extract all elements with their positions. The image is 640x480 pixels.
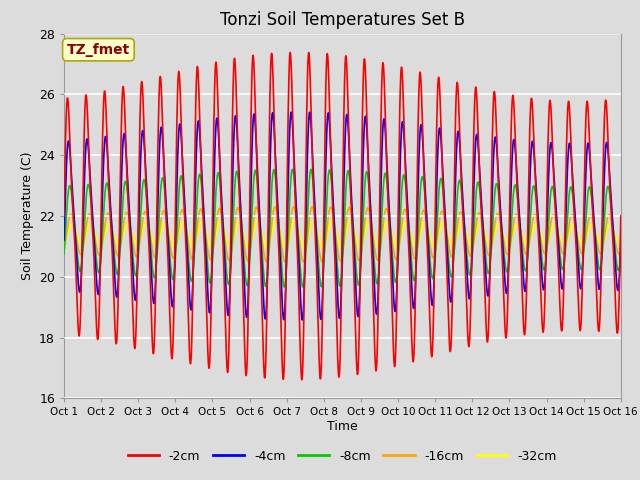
-2cm [325, 79, 333, 84]
Line: -4cm: -4cm [64, 112, 621, 320]
-16cm [325, 210, 333, 216]
Legend: -2cm, -4cm, -8cm, -16cm, -32cm: -2cm, -4cm, -8cm, -16cm, -32cm [123, 445, 562, 468]
-4cm [294, 240, 302, 246]
-2cm [617, 213, 625, 219]
Title: Tonzi Soil Temperatures Set B: Tonzi Soil Temperatures Set B [220, 11, 465, 29]
Line: -32cm: -32cm [64, 220, 621, 248]
-2cm [294, 266, 302, 272]
-16cm [60, 247, 68, 253]
-4cm [600, 182, 608, 188]
-8cm [299, 284, 307, 289]
-8cm [289, 167, 296, 172]
-8cm [617, 251, 625, 256]
-4cm [572, 229, 580, 235]
-2cm [298, 377, 306, 383]
-32cm [291, 217, 299, 223]
-2cm [600, 130, 608, 136]
-2cm [572, 246, 580, 252]
-8cm [572, 228, 580, 233]
-16cm [300, 259, 307, 264]
-4cm [299, 316, 307, 322]
-8cm [325, 169, 333, 175]
-8cm [294, 232, 302, 238]
-16cm [290, 204, 298, 210]
-32cm [325, 225, 333, 230]
-32cm [299, 243, 307, 249]
-2cm [299, 367, 307, 372]
Line: -8cm: -8cm [64, 169, 621, 287]
-4cm [465, 294, 472, 300]
-8cm [600, 224, 608, 229]
-16cm [299, 257, 307, 263]
-32cm [294, 225, 302, 231]
-4cm [617, 237, 625, 243]
Text: TZ_fmet: TZ_fmet [67, 43, 130, 57]
-2cm [465, 344, 472, 349]
-32cm [600, 237, 608, 243]
-16cm [465, 250, 472, 255]
-4cm [325, 112, 333, 118]
-32cm [300, 245, 308, 251]
-32cm [465, 239, 472, 244]
-2cm [60, 213, 68, 219]
-4cm [298, 317, 306, 323]
X-axis label: Time: Time [327, 420, 358, 433]
-16cm [617, 247, 625, 253]
-32cm [572, 227, 580, 232]
-4cm [60, 237, 68, 243]
-32cm [60, 240, 68, 246]
-8cm [465, 269, 472, 275]
-32cm [617, 240, 625, 246]
-8cm [60, 251, 68, 256]
-16cm [600, 237, 608, 243]
-16cm [294, 228, 302, 233]
Line: -16cm: -16cm [64, 207, 621, 262]
Line: -2cm: -2cm [64, 52, 621, 380]
-16cm [572, 228, 580, 233]
-2cm [286, 49, 294, 55]
Y-axis label: Soil Temperature (C): Soil Temperature (C) [20, 152, 33, 280]
-8cm [299, 284, 307, 290]
-4cm [287, 109, 295, 115]
